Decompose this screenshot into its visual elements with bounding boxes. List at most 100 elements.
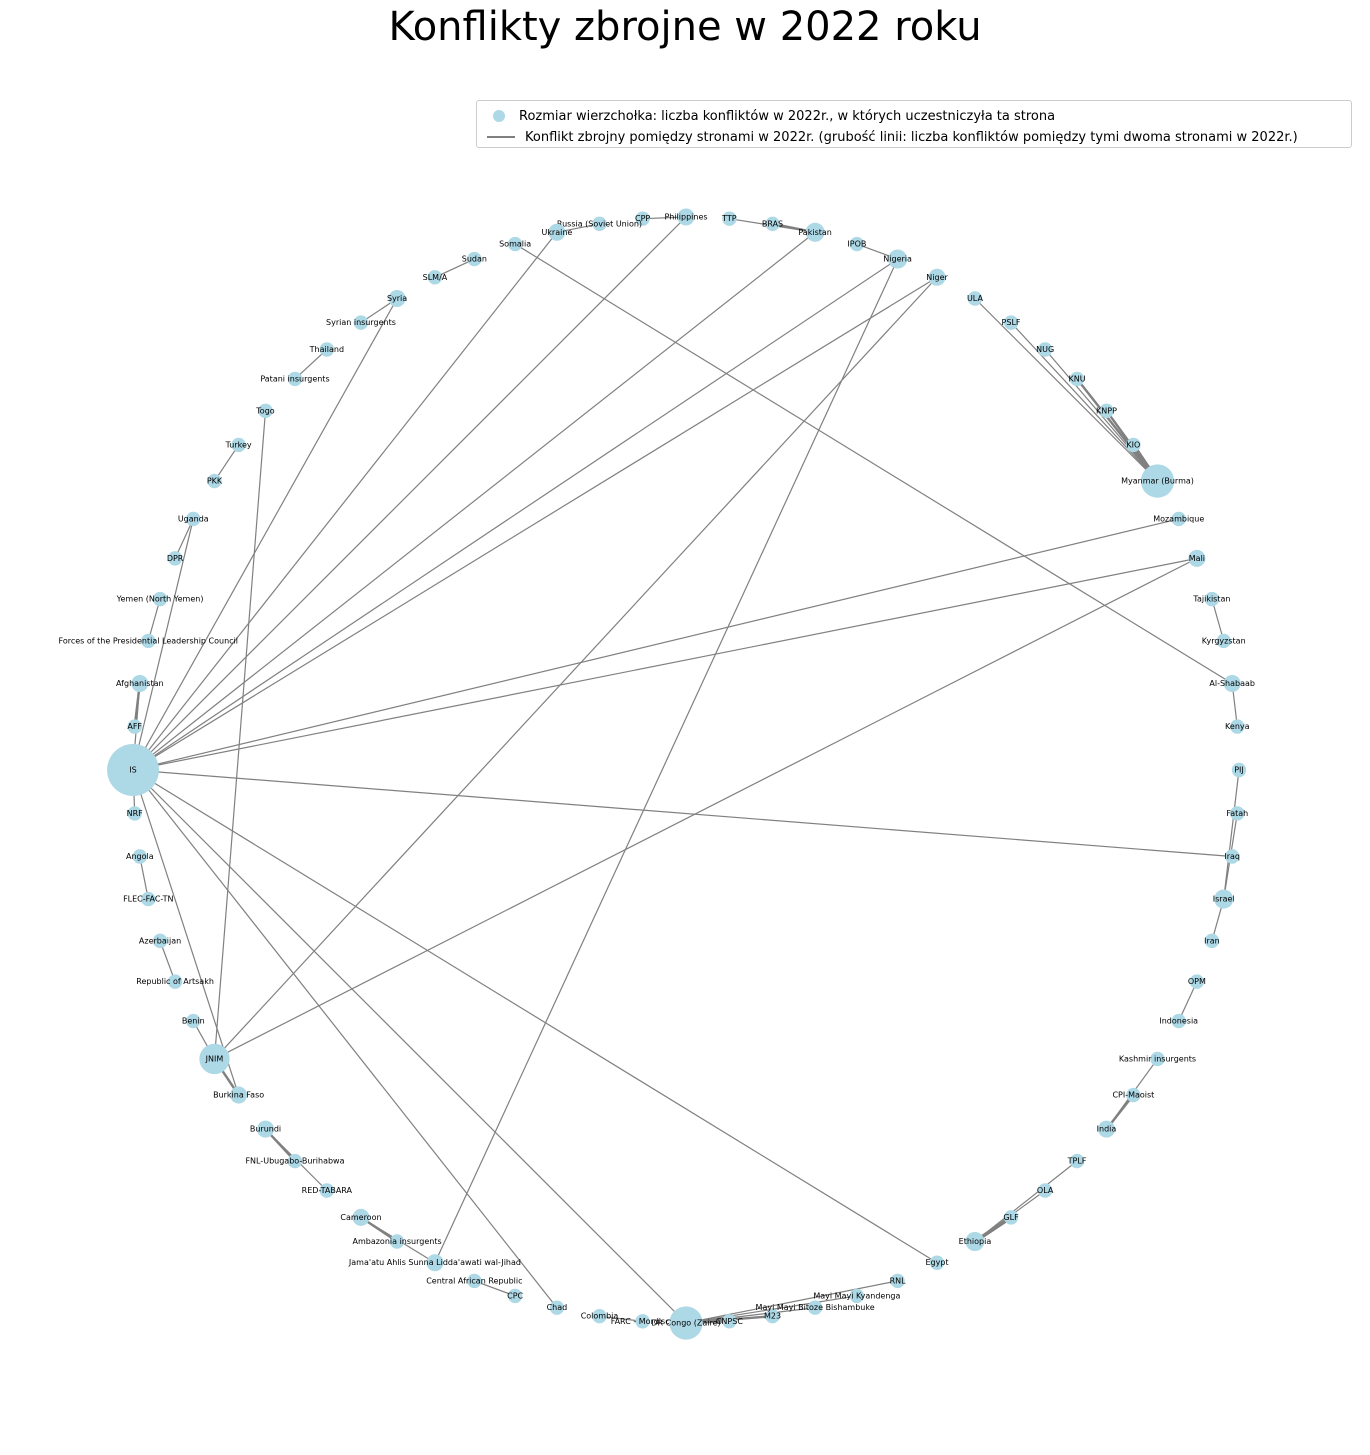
node-cpc: CPC xyxy=(507,1288,524,1304)
node-togo: Togo xyxy=(255,403,275,419)
node-flec-fac-tn: FLEC-FAC-TN xyxy=(123,891,173,907)
node-circle xyxy=(1069,371,1085,387)
node-label: CPC xyxy=(507,1291,523,1300)
node-circle xyxy=(353,315,369,330)
node-label: IPOB xyxy=(847,240,866,249)
node-circle xyxy=(507,1288,523,1304)
node-marker-icon xyxy=(493,110,505,122)
node-label: Syria xyxy=(387,294,407,303)
node-label: Russia (Soviet Union) xyxy=(557,219,642,228)
legend-edge-label: Konflikt zbrojny pomiędzy stronami w 202… xyxy=(525,129,1298,145)
node-label: Burundi xyxy=(250,1125,281,1134)
node-circle xyxy=(256,1120,275,1138)
node-label: Syrian insurgents xyxy=(326,318,396,327)
node-circle xyxy=(319,342,335,357)
edge-dr-congo-zaire-mayi-mayi-bitoze-bishambuke xyxy=(685,1307,816,1324)
node-label: KIO xyxy=(1126,440,1140,449)
node-label: Ukraine xyxy=(541,228,572,237)
node-label: Forces of the Presidential Leadership Co… xyxy=(59,636,238,645)
node-ipob: IPOB xyxy=(847,236,866,252)
node-circle xyxy=(849,1288,865,1304)
node-label: RED-TABARA xyxy=(302,1186,353,1195)
node-circle xyxy=(131,674,149,693)
edge-is-nigeria xyxy=(132,258,898,771)
edge-myanmar-burma-pslf xyxy=(1010,322,1158,482)
edge-is-dr-congo-zaire xyxy=(132,769,687,1324)
node-nigeria: Nigeria xyxy=(883,249,912,269)
node-tajikistan: Tajikistan xyxy=(1192,591,1230,607)
node-iran: Iran xyxy=(1204,933,1220,949)
node-circle xyxy=(389,1234,405,1249)
node-circle xyxy=(199,1043,230,1075)
node-circle xyxy=(1003,1210,1019,1225)
edge-jnim-mali xyxy=(214,557,1198,1060)
node-bras: BRAS xyxy=(762,216,783,232)
edge-is-mali xyxy=(132,557,1198,771)
node-mayi-mayi-kyandenga: Mayi Mayi Kyandenga xyxy=(813,1288,900,1304)
node-nug: NUG xyxy=(1036,342,1054,357)
node-cpi-maoist: CPI-Maoist xyxy=(1112,1087,1154,1103)
node-circle xyxy=(807,1300,823,1315)
node-kio: KIO xyxy=(1126,437,1141,453)
node-glf: GLF xyxy=(1003,1210,1019,1225)
node-circle xyxy=(1150,1051,1165,1067)
node-circle xyxy=(107,744,159,796)
node-label: Somalia xyxy=(499,240,531,249)
node-cpp: CPP xyxy=(635,211,650,226)
node-label: Mozambique xyxy=(1153,514,1204,523)
node-benin: Benin xyxy=(182,1013,205,1029)
node-label: Azerbaijan xyxy=(139,936,181,945)
node-ethiopia: Ethiopia xyxy=(959,1231,991,1252)
node-label: GLF xyxy=(1003,1213,1019,1222)
edge-angola-flec-fac-tn xyxy=(139,856,149,900)
node-fatah: Fatah xyxy=(1226,806,1248,821)
node-india: India xyxy=(1097,1120,1116,1138)
node-label: OLA xyxy=(1037,1186,1054,1195)
node-label: Jama'atu Ahlis Sunna Lidda'awati wal-Jih… xyxy=(348,1258,521,1267)
node-thailand: Thailand xyxy=(309,342,344,357)
node-label: Chad xyxy=(547,1303,568,1312)
node-label: PSLF xyxy=(1002,318,1021,327)
node-label: Mayi Mayi Bitoze Bishambuke xyxy=(756,1303,875,1312)
node-farc-mordisco: FARC - Mordisco xyxy=(611,1314,675,1329)
node-circle xyxy=(132,849,148,864)
edge-is-mozambique xyxy=(132,518,1179,771)
node-label: Kenya xyxy=(1225,722,1250,731)
edge-yemen-north-yemen-forces-of-the-presidential-leadership-council xyxy=(147,598,161,642)
node-dpr: DPR xyxy=(167,551,184,566)
edge-is-burkina-faso xyxy=(132,769,240,1096)
edge-azerbaijan-republic-of-artsakh xyxy=(159,940,176,982)
node-circle xyxy=(152,933,168,949)
node-label: Yemen (North Yemen) xyxy=(116,595,204,604)
node-circle xyxy=(127,806,142,821)
node-circle xyxy=(549,1300,565,1315)
node-circle xyxy=(467,1273,482,1289)
node-circle xyxy=(1204,933,1220,949)
node-circle xyxy=(1037,1183,1053,1198)
legend-node-label: Rozmiar wierzchołka: liczba konfliktów w… xyxy=(519,108,1056,124)
edge-is-chad xyxy=(132,769,558,1309)
node-circle xyxy=(635,211,650,226)
node-circle xyxy=(1214,889,1234,909)
node-pij: PIJ xyxy=(1231,762,1247,778)
node-circle xyxy=(167,974,183,989)
edge-uganda-dpr xyxy=(174,518,194,559)
node-niger: Niger xyxy=(926,268,949,286)
node-label: Thailand xyxy=(309,345,344,354)
node-al-shabaab: Al-Shabaab xyxy=(1209,674,1255,693)
node-circle xyxy=(1099,403,1114,419)
node-label: Philippines xyxy=(664,213,707,222)
node-label: Ambazonia insurgents xyxy=(352,1237,441,1246)
node-ula: ULA xyxy=(967,291,983,306)
edge-is-uganda xyxy=(132,518,194,771)
node-aff: AFF xyxy=(127,719,142,734)
node-label: Benin xyxy=(182,1017,205,1026)
node-chad: Chad xyxy=(547,1300,568,1315)
node-label: NRF xyxy=(127,809,144,818)
node-circle xyxy=(849,236,865,252)
node-turkey: Turkey xyxy=(225,437,252,453)
edge-colombia-farc-mordisco xyxy=(599,1315,643,1322)
node-russia-soviet-union: Russia (Soviet Union) xyxy=(557,216,642,232)
node-label: Angola xyxy=(126,852,154,861)
node-jama-atu-ahlis-sunna-lidda-awati-wal-jihad: Jama'atu Ahlis Sunna Lidda'awati wal-Jih… xyxy=(348,1254,521,1272)
